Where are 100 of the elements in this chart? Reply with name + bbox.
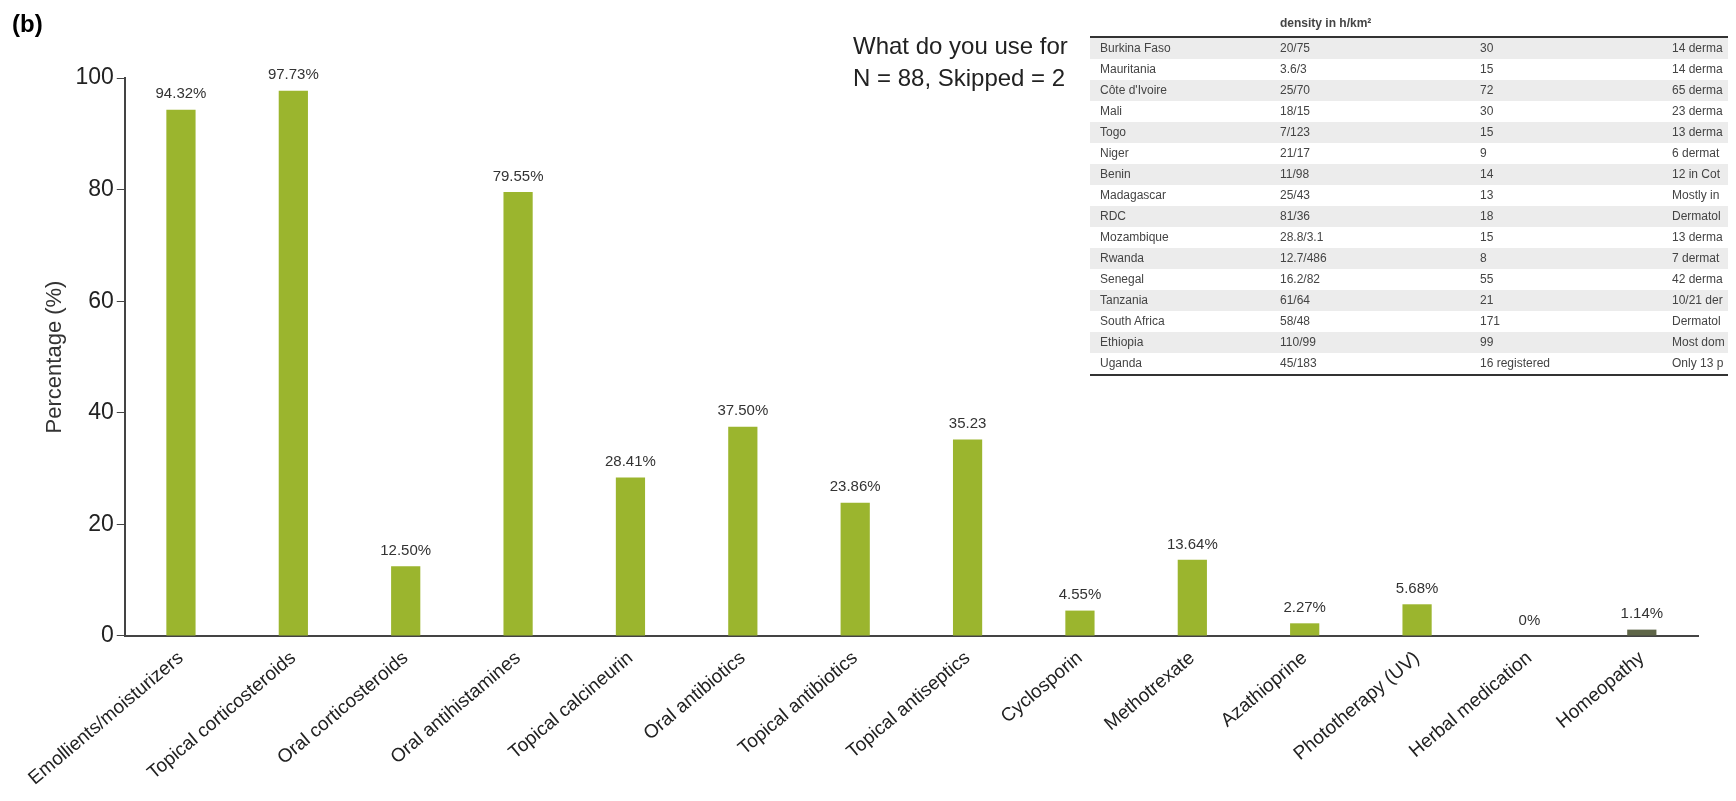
text: 171 [1480, 314, 1501, 328]
category-label: South Africa [1100, 314, 1165, 328]
text: 16.2/82 [1280, 272, 1321, 286]
text: 45/183 [1280, 356, 1317, 370]
text: 12.7/486 [1280, 251, 1327, 265]
bar [1177, 559, 1207, 636]
text: 14 derma [1672, 41, 1723, 55]
bar [1290, 623, 1320, 636]
y-tick-label: 80 [88, 174, 114, 201]
text: 15 [1480, 62, 1494, 76]
text: 58/48 [1280, 314, 1311, 328]
category-label: Tanzania [1100, 293, 1149, 307]
text: 21 [1480, 293, 1494, 307]
text: 23 derma [1672, 104, 1723, 118]
text: Most dom [1672, 335, 1725, 349]
text: 110/99 [1280, 335, 1316, 349]
text: 11/98 [1280, 167, 1310, 181]
category-label: Burkina Faso [1100, 41, 1171, 55]
text: 15 [1480, 125, 1494, 139]
text: 30 [1480, 104, 1494, 118]
text: 8 [1480, 251, 1487, 265]
text: 72 [1480, 83, 1494, 97]
text: 15 [1480, 230, 1494, 244]
data-label: 97.73% [267, 65, 319, 83]
text: 21/17 [1280, 146, 1311, 160]
bar [952, 439, 983, 636]
y-tick-label: 40 [88, 398, 114, 425]
data-label: 37.50% [717, 401, 769, 419]
text: 55 [1480, 272, 1494, 286]
bar [1065, 610, 1095, 636]
data-label: 2.27% [1283, 597, 1326, 615]
category-label: Senegal [1100, 272, 1145, 286]
data-label: 13.64% [1166, 534, 1218, 552]
category-label: Rwanda [1100, 251, 1145, 265]
text: 18 [1480, 209, 1494, 223]
text: 20/75 [1280, 41, 1311, 55]
text: 16 registered [1480, 356, 1551, 370]
category-label: Niger [1100, 146, 1129, 160]
category-label: Ethiopia [1100, 335, 1144, 349]
data-label: 79.55% [492, 166, 544, 184]
text: 13 derma [1672, 125, 1723, 139]
data-label: 4.55% [1058, 585, 1102, 603]
category-label: RDC [1100, 209, 1126, 223]
data-label: 12.50% [380, 540, 432, 558]
chart-title: What do you use for [853, 31, 1068, 61]
data-label: 1.14% [1620, 604, 1664, 622]
data-label: 23.86% [829, 477, 881, 495]
text: 9 [1480, 146, 1487, 160]
text: 99 [1480, 335, 1494, 349]
text: 18/15 [1280, 104, 1311, 118]
y-tick-label: 100 [75, 63, 114, 90]
data-label: 94.32% [155, 84, 207, 102]
chart-subtitle: N = 88, Skipped = 2 [853, 63, 1067, 93]
text: 7/123 [1280, 125, 1311, 139]
data-label: 0% [1518, 610, 1541, 628]
text: 28.8/3.1 [1280, 230, 1324, 244]
text: 42 derma [1672, 272, 1723, 286]
bar [278, 90, 308, 636]
y-axis-title: Percentage (%) [41, 280, 67, 434]
text: Dermatol [1672, 314, 1721, 328]
text: 25/43 [1280, 188, 1311, 202]
text: 7 dermat [1672, 251, 1720, 265]
y-tick-label: 20 [88, 509, 114, 536]
text: 14 [1480, 167, 1494, 181]
text: Dermatol [1672, 209, 1721, 223]
text: 3.6/3 [1280, 62, 1307, 76]
text: 61/64 [1280, 293, 1311, 307]
bar [503, 192, 533, 636]
category-label: Côte d'Ivoire [1100, 83, 1167, 97]
category-label: density in h/km² [1280, 16, 1372, 30]
bar [615, 477, 646, 636]
bar [166, 109, 196, 636]
text: 25/70 [1280, 83, 1311, 97]
text: 13 derma [1672, 230, 1723, 244]
category-label: Benin [1100, 167, 1131, 181]
text: 12 in Cot [1672, 167, 1721, 181]
text: Only 13 p [1672, 356, 1724, 370]
bar [391, 566, 421, 636]
bar [840, 502, 870, 636]
data-label: 28.41% [605, 452, 656, 470]
category-label: Mali [1100, 104, 1123, 118]
text: 13 [1480, 188, 1494, 202]
bar [1402, 604, 1432, 636]
data-label: 5.68% [1395, 578, 1439, 596]
category-label: Uganda [1100, 356, 1143, 370]
bar [728, 426, 758, 636]
text: Mostly in [1672, 188, 1720, 202]
y-tick-label: 60 [88, 286, 114, 313]
text: 81/36 [1280, 209, 1311, 223]
category-label: Mozambique [1100, 230, 1169, 244]
text: 30 [1480, 41, 1494, 55]
category-label: Madagascar [1100, 188, 1167, 202]
text: 10/21 der [1672, 293, 1723, 307]
y-tick-label: 0 [100, 621, 114, 648]
text: 65 derma [1672, 83, 1723, 97]
data-label: 35.23 [948, 414, 987, 432]
text: 6 dermat [1672, 146, 1720, 160]
category-label: Togo [1100, 125, 1127, 139]
category-label: Mauritania [1100, 62, 1157, 76]
text: 14 derma [1672, 62, 1723, 76]
